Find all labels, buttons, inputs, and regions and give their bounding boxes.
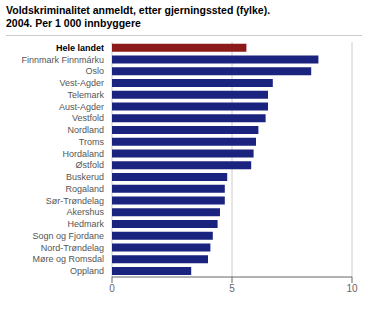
svg-text:Vest-Agder: Vest-Agder	[59, 78, 104, 88]
svg-text:Hele landet: Hele landet	[56, 43, 104, 53]
svg-text:Oslo: Oslo	[85, 66, 104, 76]
svg-text:Hordaland: Hordaland	[62, 149, 104, 159]
html-text:2004. Per 1 000 innbyggere: 2004. Per 1 000 innbyggere	[6, 17, 141, 29]
svg-text:Akershus: Akershus	[66, 207, 104, 217]
svg-text:Buskerud: Buskerud	[66, 172, 104, 182]
svg-text:Finnmark Finnmárku: Finnmark Finnmárku	[21, 55, 104, 65]
svg-text:0: 0	[109, 283, 115, 294]
svg-text:Troms: Troms	[79, 137, 105, 147]
svg-text:Møre og Romsdal: Møre og Romsdal	[32, 254, 104, 264]
svg-text:5: 5	[229, 283, 235, 294]
svg-text:Sogn og Fjordane: Sogn og Fjordane	[32, 231, 104, 241]
svg-text:Nordland: Nordland	[67, 125, 104, 135]
svg-text:Telemark: Telemark	[67, 90, 104, 100]
svg-text:Østfold: Østfold	[75, 160, 104, 170]
svg-text:Rogaland: Rogaland	[65, 184, 104, 194]
svg-text:10: 10	[346, 283, 358, 294]
svg-text:Aust-Agder: Aust-Agder	[59, 102, 104, 112]
svg-text:Hedmark: Hedmark	[67, 219, 104, 229]
html-text:Voldskriminalitet anmeldt, ett: Voldskriminalitet anmeldt, etter gjernin…	[6, 4, 271, 16]
svg-text:Nord-Trøndelag: Nord-Trøndelag	[41, 243, 104, 253]
svg-text:Sør-Trøndelag: Sør-Trøndelag	[46, 196, 104, 206]
svg-text:Oppland: Oppland	[70, 266, 104, 276]
svg-text:Vestfold: Vestfold	[72, 113, 104, 123]
